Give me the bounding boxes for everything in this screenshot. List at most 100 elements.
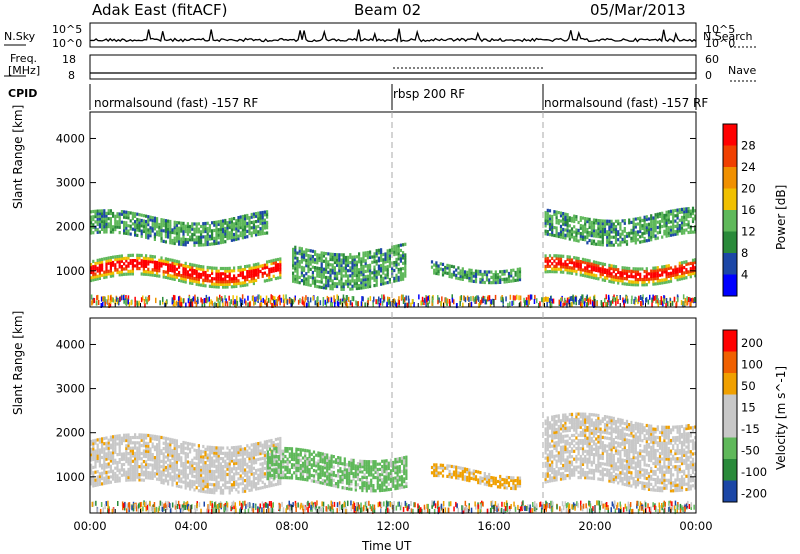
heatmap-cell [492,299,494,305]
heatmap-cell [650,269,653,273]
heatmap-cell [134,300,137,305]
heatmap-cell [276,299,279,304]
heatmap-cell [213,448,216,452]
heatmap-cell [351,287,354,291]
heatmap-cell [553,226,556,230]
heatmap-cell [342,285,345,289]
heatmap-cell [672,271,675,275]
heatmap-cell [92,442,95,446]
heatmap-cell [559,211,563,215]
heatmap-cell [468,276,471,280]
heatmap-cell [548,225,552,229]
heatmap-cell [151,273,154,277]
heatmap-cell [167,276,170,280]
heatmap-cell [228,464,231,468]
heatmap-cell [384,281,387,285]
heatmap-cell [261,232,264,236]
heatmap-cell [173,272,176,276]
heatmap-cell [136,223,139,227]
heatmap-cell [346,295,348,300]
heatmap-cell [145,262,148,266]
heatmap-cell [634,270,637,274]
heatmap-cell [134,435,137,440]
heatmap-cell [193,456,196,460]
heatmap-cell [397,246,400,250]
heatmap-cell [380,266,383,270]
heatmap-cell [160,473,163,477]
heatmap-cell [123,457,126,461]
heatmap-cell [619,243,622,247]
heatmap-cell [204,453,207,457]
heatmap-cell [151,229,154,233]
heatmap-cell [481,272,484,276]
heatmap-cell [206,448,209,452]
heatmap-cell [319,475,322,479]
heatmap-cell [286,476,289,480]
heatmap-cell [349,255,352,259]
heatmap-cell [156,466,159,471]
heatmap-cell [617,268,620,272]
heatmap-cell [266,223,269,227]
heatmap-cell [266,210,269,214]
heatmap-cell [303,258,306,262]
heatmap-cell [687,262,690,266]
heatmap-cell [361,462,364,466]
heatmap-cell [329,276,332,280]
heatmap-cell [359,462,362,466]
heatmap-cell [142,222,145,226]
heatmap-cell [586,258,589,262]
heatmap-cell [282,462,285,466]
heatmap-cell [213,285,216,289]
heatmap-cell [189,262,192,266]
heatmap-cell [156,464,159,468]
heatmap-cell [193,279,196,283]
heatmap-cell [650,235,653,239]
heatmap-cell [96,274,99,278]
heatmap-cell [90,278,93,283]
heatmap-cell [346,303,349,308]
heatmap-cell [296,275,299,279]
heatmap-cell [386,270,389,274]
heatmap-cell [250,469,253,473]
heatmap-cell [311,249,314,253]
heatmap-cell [503,280,506,284]
heatmap-cell [125,259,128,263]
heatmap-cell [178,262,181,267]
heatmap-cell [665,302,667,308]
heatmap-cell [134,225,137,229]
heatmap-cell [663,295,665,301]
heatmap-cell [309,259,312,263]
heatmap-cell [568,237,571,241]
heatmap-cell [575,238,578,243]
heatmap-cell [195,480,198,484]
heatmap-cell [564,220,567,224]
heatmap-cell [109,456,112,460]
heatmap-cell [268,273,271,277]
heatmap-cell [120,254,123,258]
heatmap-cell [217,486,220,490]
heatmap-cell [237,221,240,225]
heatmap-cell [632,217,635,221]
heatmap-cell [680,210,684,214]
heatmap-cell [180,469,183,473]
heatmap-cell [109,219,112,223]
heatmap-cell [601,243,604,247]
heatmap-cell [173,226,176,230]
heatmap-cell [676,294,679,300]
heatmap-cell [405,295,407,301]
heatmap-cell [255,482,258,486]
heatmap-cell [235,453,238,457]
heatmap-cell [689,228,692,232]
heatmap-cell [384,276,387,280]
heatmap-cell [156,268,159,273]
heatmap-cell [261,264,264,268]
heatmap-cell [332,465,335,469]
heatmap-cell [180,276,183,280]
heatmap-cell [233,227,236,231]
heatmap-cell [109,217,112,221]
heatmap-cell [277,482,280,486]
freq-label: Freq. [10,52,38,65]
heatmap-cell [272,483,275,487]
heatmap-cell [395,247,398,251]
heatmap-cell [215,236,218,240]
